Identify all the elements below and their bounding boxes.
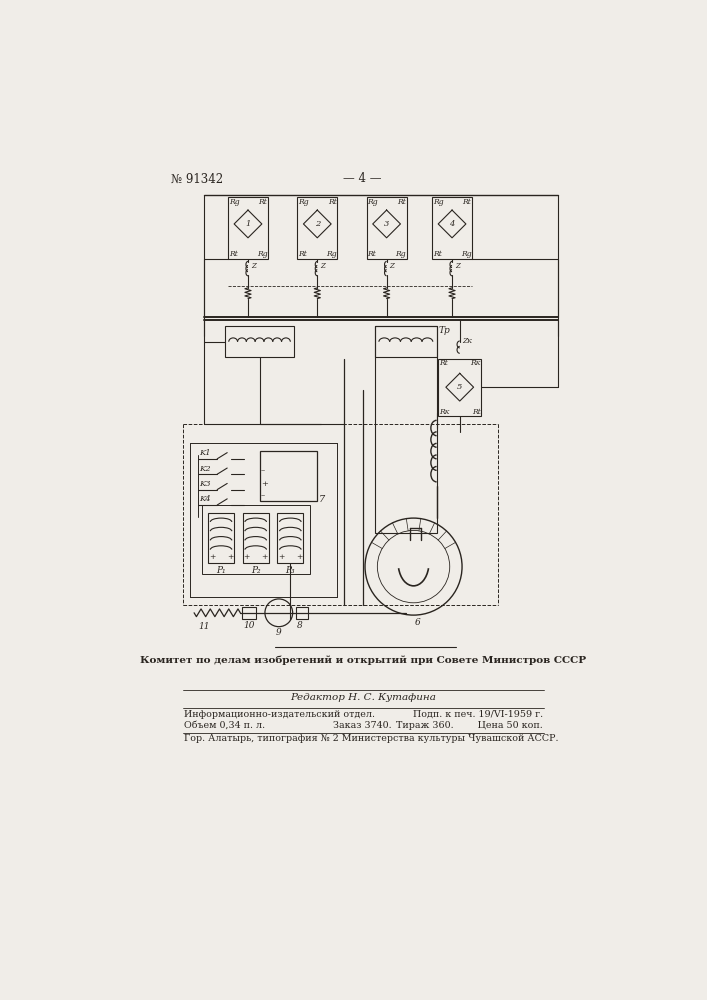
Text: Z: Z: [251, 262, 256, 270]
Text: Z: Z: [320, 262, 325, 270]
Text: K1: K1: [199, 449, 211, 457]
Text: Комитет по делам изобретений и открытий при Совете Министров СССР: Комитет по делам изобретений и открытий …: [140, 655, 586, 665]
Text: Rt: Rt: [258, 198, 267, 206]
Bar: [242, 607, 256, 619]
Bar: [375, 326, 437, 533]
Text: 10: 10: [243, 620, 255, 630]
Text: K3: K3: [199, 480, 211, 488]
Text: Rg: Rg: [229, 198, 240, 206]
Text: K2: K2: [199, 465, 211, 473]
Bar: [366, 197, 407, 259]
Bar: [225, 326, 294, 357]
Text: P₂: P₂: [251, 566, 260, 575]
Bar: [296, 607, 308, 619]
Text: +: +: [261, 480, 268, 488]
Text: 7: 7: [319, 495, 325, 504]
Text: Rt: Rt: [472, 408, 481, 416]
Bar: [243, 513, 269, 563]
Text: Rg: Rg: [257, 250, 267, 258]
Text: 5: 5: [457, 383, 462, 391]
Text: 2: 2: [315, 220, 320, 228]
Text: — 4 —: — 4 —: [344, 172, 382, 185]
Text: Объем 0,34 п. л.: Объем 0,34 п. л.: [184, 721, 265, 730]
Text: Подп. к печ. 19/VI-1959 г.: Подп. к печ. 19/VI-1959 г.: [413, 710, 543, 719]
Bar: [438, 359, 481, 416]
Text: +: +: [209, 553, 215, 561]
Text: Rg: Rg: [395, 250, 406, 258]
Text: K4: K4: [199, 495, 211, 503]
Text: Rt: Rt: [368, 250, 376, 258]
Text: 4: 4: [450, 220, 455, 228]
Text: 3: 3: [384, 220, 390, 228]
Text: Rt: Rt: [327, 198, 337, 206]
Text: +: +: [227, 553, 233, 561]
Text: Rt: Rt: [439, 359, 448, 367]
Text: –: –: [261, 466, 265, 475]
Text: Rt: Rt: [397, 198, 406, 206]
Text: +: +: [243, 553, 250, 561]
Text: +: +: [262, 553, 268, 561]
Text: Заказ 3740.: Заказ 3740.: [334, 721, 392, 730]
Text: Rк: Rк: [439, 408, 449, 416]
Text: № 91342: № 91342: [171, 172, 223, 185]
Text: Rg: Rg: [368, 198, 378, 206]
Text: 1: 1: [245, 220, 251, 228]
Text: Zк: Zк: [462, 337, 472, 345]
Text: Rg: Rg: [461, 250, 472, 258]
Text: –: –: [261, 491, 265, 499]
Text: Z: Z: [455, 262, 460, 270]
Text: Rg: Rg: [326, 250, 337, 258]
Text: Редактор Н. С. Кутафина: Редактор Н. С. Кутафина: [290, 693, 436, 702]
Text: Гор. Алатырь, типография № 2 Министерства культуры Чувашской АССР.: Гор. Алатырь, типография № 2 Министерств…: [184, 734, 559, 743]
Text: Rк: Rк: [470, 359, 481, 367]
Text: P₁: P₁: [216, 566, 226, 575]
Text: 11: 11: [198, 622, 209, 631]
Text: 9: 9: [276, 628, 281, 637]
Text: P₃: P₃: [286, 566, 295, 575]
Text: Тр: Тр: [439, 326, 450, 335]
Text: Rt: Rt: [298, 250, 307, 258]
Text: Z: Z: [390, 262, 395, 270]
Bar: [201, 505, 310, 574]
Bar: [208, 513, 234, 563]
Bar: [228, 197, 268, 259]
Text: +: +: [278, 553, 284, 561]
Bar: [375, 326, 437, 357]
Bar: [277, 513, 303, 563]
Text: Rg: Rg: [433, 198, 443, 206]
Text: Rt: Rt: [462, 198, 472, 206]
Text: 8: 8: [296, 620, 303, 630]
Text: Rt: Rt: [433, 250, 442, 258]
Text: Тираж 360.        Цена 50 коп.: Тираж 360. Цена 50 коп.: [396, 721, 543, 730]
Text: +: +: [296, 553, 303, 561]
Text: Информационно-издательский отдел.: Информационно-издательский отдел.: [184, 710, 375, 719]
Text: Rg: Rg: [298, 198, 309, 206]
Text: 6: 6: [414, 618, 420, 627]
Text: Rt: Rt: [229, 250, 238, 258]
Bar: [259, 451, 317, 501]
Bar: [297, 197, 337, 259]
Bar: [432, 197, 472, 259]
